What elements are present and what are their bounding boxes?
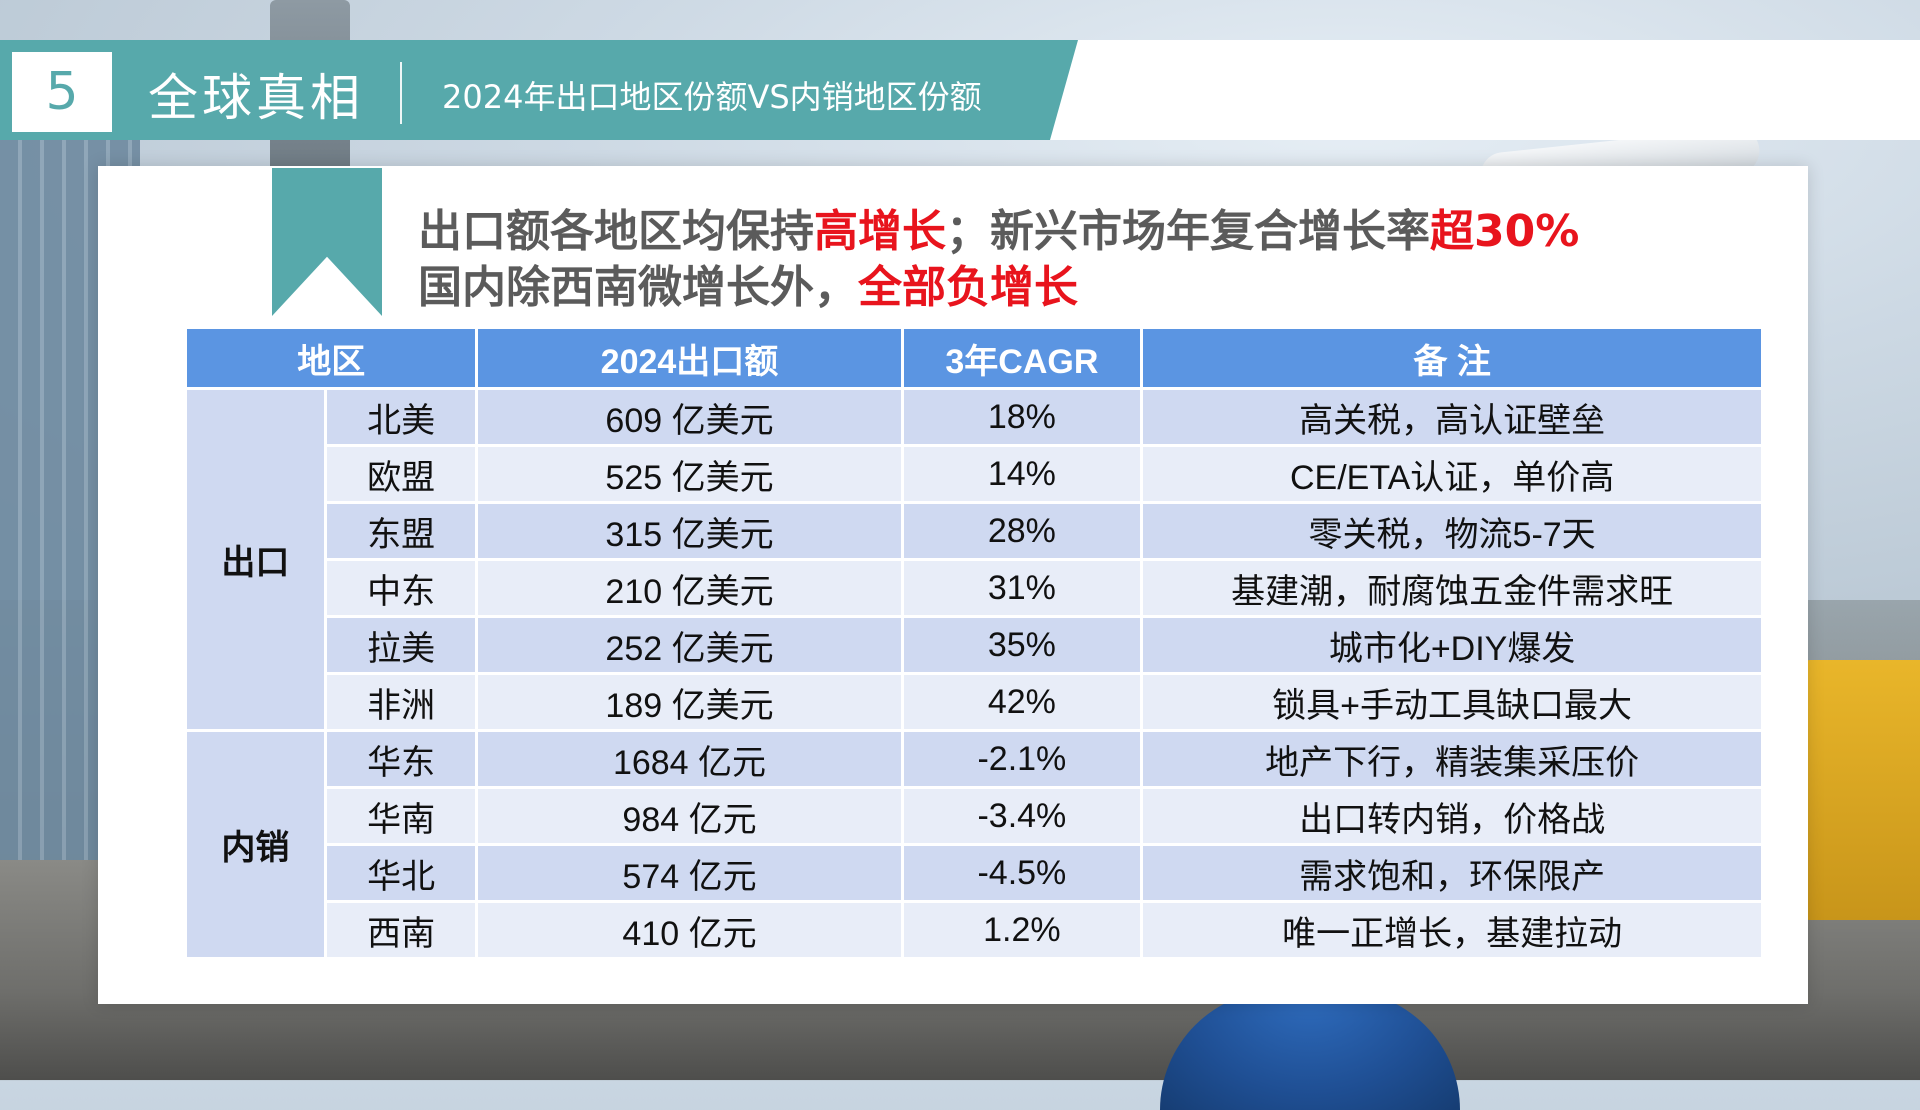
amount-cell: 1684 亿元 (475, 729, 904, 789)
header-subtitle: 2024年出口地区份额VS内销地区份额 (442, 78, 982, 116)
region-cell: 东盟 (323, 501, 479, 561)
cagr-cell: 18% (900, 387, 1144, 447)
table-row: 华南 984 亿元 -3.4% 出口转内销，价格战 (186, 786, 1764, 846)
note-cell: 出口转内销，价格战 (1140, 786, 1764, 846)
table-row: 华北 574 亿元 -4.5% 需求饱和，环保限产 (186, 843, 1764, 903)
headline-highlight: 全部负增长 (858, 262, 1078, 313)
amount-cell: 525 亿美元 (475, 444, 904, 504)
region-cell: 华南 (323, 786, 479, 846)
note-cell: 基建潮，耐腐蚀五金件需求旺 (1140, 558, 1764, 618)
background-truck (1800, 660, 1920, 920)
headline-text: ；新兴市场年复合增长率 (946, 206, 1430, 257)
background-worker (1160, 990, 1460, 1110)
headline-line-2: 国内除西南微增长外，全部负增长 (418, 260, 1579, 316)
table-row: 东盟 315 亿美元 28% 零关税，物流5-7天 (186, 501, 1764, 561)
table-row: 出口 北美 609 亿美元 18% 高关税，高认证壁垒 (184, 387, 1764, 732)
note-cell: CE/ETA认证，单价高 (1140, 444, 1764, 504)
region-share-table: 地区 2024出口额 3年CAGR 备 注 出口 北美 609 亿美元 18% … (183, 326, 1764, 960)
table-row: 西南 410 亿元 1.2% 唯一正增长，基建拉动 (186, 900, 1764, 960)
note-cell: 唯一正增长，基建拉动 (1140, 900, 1764, 960)
cagr-cell: 14% (900, 444, 1144, 504)
header-white-strip (1050, 40, 1920, 140)
region-cell: 华北 (323, 843, 479, 903)
column-header-amount: 2024出口额 (475, 326, 904, 390)
headline-highlight: 超30% (1430, 206, 1580, 257)
note-cell: 城市化+DIY爆发 (1140, 615, 1764, 675)
region-cell: 拉美 (323, 615, 479, 675)
headline-highlight: 高增长 (814, 206, 946, 257)
cagr-cell: 1.2% (900, 900, 1144, 960)
amount-cell: 315 亿美元 (475, 501, 904, 561)
column-header-cagr: 3年CAGR (900, 326, 1144, 390)
cagr-cell: 42% (900, 672, 1144, 732)
headline-text: 国内除西南微增长外， (418, 262, 858, 313)
region-cell: 西南 (323, 900, 479, 960)
cagr-cell: -3.4% (900, 786, 1144, 846)
headline: 出口额各地区均保持高增长；新兴市场年复合增长率超30% 国内除西南微增长外，全部… (418, 204, 1579, 316)
header-divider (400, 62, 402, 124)
headline-line-1: 出口额各地区均保持高增长；新兴市场年复合增长率超30% (418, 204, 1579, 260)
note-cell: 高关税，高认证壁垒 (1140, 387, 1764, 447)
table-row: 非洲 189 亿美元 42% 锁具+手动工具缺口最大 (186, 672, 1764, 732)
note-cell: 需求饱和，环保限产 (1140, 843, 1764, 903)
group-label-domestic: 内销 (184, 729, 327, 960)
cagr-cell: 35% (900, 615, 1144, 675)
column-header-region: 地区 (183, 326, 479, 390)
region-cell: 北美 (323, 387, 479, 447)
amount-cell: 210 亿美元 (475, 558, 904, 618)
table-row: 中东 210 亿美元 31% 基建潮，耐腐蚀五金件需求旺 (186, 558, 1764, 618)
table-row: 内销 华东 1684 亿元 -2.1% 地产下行，精装集采压价 (184, 729, 1764, 960)
region-cell: 华东 (323, 729, 479, 789)
section-number-box: 5 (12, 52, 112, 132)
note-cell: 锁具+手动工具缺口最大 (1140, 672, 1764, 732)
amount-cell: 984 亿元 (475, 786, 904, 846)
column-header-note: 备 注 (1140, 326, 1764, 390)
headline-text: 出口额各地区均保持 (418, 206, 814, 257)
amount-cell: 252 亿美元 (475, 615, 904, 675)
region-cell: 欧盟 (323, 444, 479, 504)
amount-cell: 189 亿美元 (475, 672, 904, 732)
section-number: 5 (45, 62, 79, 122)
cagr-cell: 28% (900, 501, 1144, 561)
group-label-export: 出口 (184, 387, 327, 732)
amount-cell: 609 亿美元 (475, 387, 904, 447)
cagr-cell: 31% (900, 558, 1144, 618)
cagr-cell: -4.5% (900, 843, 1144, 903)
region-cell: 中东 (323, 558, 479, 618)
table-row: 拉美 252 亿美元 35% 城市化+DIY爆发 (186, 615, 1764, 675)
region-cell: 非洲 (323, 672, 479, 732)
note-cell: 地产下行，精装集采压价 (1140, 729, 1764, 789)
section-title: 全球真相 (148, 69, 364, 127)
note-cell: 零关税，物流5-7天 (1140, 501, 1764, 561)
cagr-cell: -2.1% (900, 729, 1144, 789)
amount-cell: 574 亿元 (475, 843, 904, 903)
amount-cell: 410 亿元 (475, 900, 904, 960)
table-header-row: 地区 2024出口额 3年CAGR 备 注 (183, 326, 1764, 390)
table-row: 欧盟 525 亿美元 14% CE/ETA认证，单价高 (186, 444, 1764, 504)
